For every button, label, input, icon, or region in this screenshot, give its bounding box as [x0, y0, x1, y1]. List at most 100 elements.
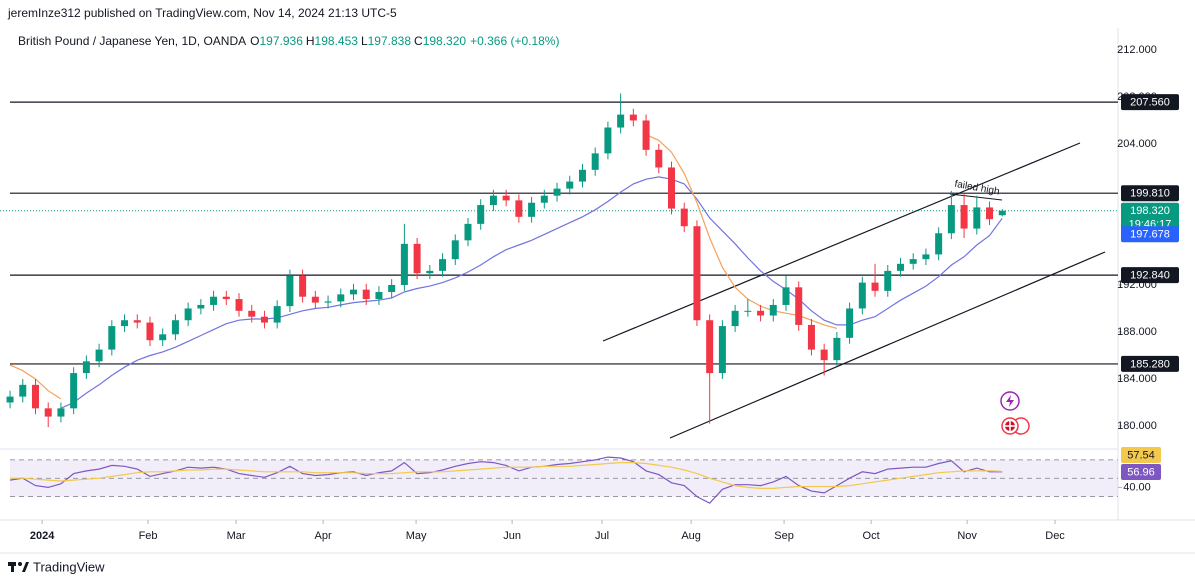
logo-part	[22, 562, 29, 572]
candle-body	[947, 205, 955, 234]
candle-body	[133, 320, 141, 323]
candle-body	[604, 127, 612, 154]
x-tick-label: Jun	[503, 530, 521, 542]
candle-body	[655, 149, 663, 168]
candle-body	[388, 284, 396, 293]
rsi-value-label: 57.54	[1127, 449, 1155, 461]
candle-body	[95, 349, 103, 362]
y-tick-label: 184.000	[1117, 373, 1157, 385]
candle-body	[375, 292, 383, 300]
candle-body	[858, 282, 866, 309]
change: +0.366 (+0.18%)	[470, 34, 559, 48]
level-label-box	[1121, 355, 1179, 372]
y-tick-label: 204.000	[1117, 138, 1157, 150]
brand-logo	[8, 562, 29, 572]
x-tick-label: Jul	[595, 530, 609, 542]
candle-body	[439, 259, 447, 271]
rsi-value-label: 56.96	[1127, 466, 1155, 478]
logo-part	[18, 562, 22, 566]
ohlc-key: H	[306, 34, 315, 48]
candle-body	[159, 334, 167, 341]
candle-body	[973, 207, 981, 229]
candle-body	[489, 195, 497, 206]
candle-body	[146, 322, 154, 341]
candle-body	[82, 361, 90, 374]
candle-body	[896, 263, 904, 271]
candle-body	[273, 306, 281, 323]
candle-body	[706, 320, 714, 374]
logo-part	[11, 562, 14, 572]
publisher: jeremInze312 published on TradingView.co…	[7, 6, 397, 20]
ohlc-key: C	[414, 34, 423, 48]
x-tick-label: Nov	[957, 530, 977, 542]
ma-label-box	[1121, 226, 1179, 243]
event-icons	[1000, 391, 1030, 435]
candle-body	[350, 289, 358, 295]
candle-body	[757, 310, 765, 316]
x-tick-label: Apr	[315, 530, 332, 542]
candle-body	[782, 287, 790, 305]
level-label: 207.560	[1130, 97, 1170, 109]
level-label: 185.280	[1130, 358, 1170, 370]
candle-body	[413, 243, 421, 274]
candle-body	[884, 270, 892, 291]
symbol-line: British Pound / Japanese Yen, 1D, OANDA O…	[18, 34, 559, 48]
candle-body	[477, 205, 485, 224]
x-tick-label: Mar	[227, 530, 246, 542]
candle-body	[44, 408, 52, 417]
failed-high-line	[949, 193, 1003, 201]
candle-body	[222, 296, 230, 300]
candle-body	[540, 195, 548, 203]
candle-body	[642, 120, 650, 150]
level-label-box	[1121, 94, 1179, 111]
candle-body	[871, 282, 879, 291]
last-price-label: 198.320	[1130, 205, 1170, 217]
candle-body	[617, 114, 625, 128]
candle-body	[553, 188, 561, 196]
ohlc-value: 197.838	[368, 34, 412, 48]
candle-body	[795, 287, 803, 325]
candle-body	[960, 205, 968, 229]
candle-body	[31, 384, 39, 409]
channel-lower	[669, 251, 1106, 439]
candle-body	[299, 275, 307, 297]
candle-body	[19, 384, 27, 397]
candle-body	[566, 181, 574, 189]
x-tick-label: Aug	[681, 530, 701, 542]
candle-body	[362, 289, 370, 300]
candle-body	[998, 210, 1006, 216]
candle-body	[718, 326, 726, 374]
rsi-line	[10, 462, 1003, 489]
candle-body	[515, 200, 523, 217]
candle-body	[502, 195, 510, 201]
candle-body	[57, 408, 65, 417]
symbol: British Pound / Japanese Yen, 1D, OANDA	[18, 34, 246, 48]
rsi-y-tick-label: 40.00	[1123, 481, 1151, 493]
candle-body	[6, 396, 14, 403]
rsi-value-box	[1121, 464, 1161, 480]
x-tick-label: 2024	[30, 530, 55, 542]
x-tick-label: Oct	[863, 530, 880, 542]
event-bolt	[1006, 395, 1014, 407]
candle-body	[70, 373, 78, 409]
candle-body	[324, 301, 332, 303]
candle-body	[121, 320, 129, 327]
candle-body	[807, 324, 815, 350]
candle-body	[909, 259, 917, 264]
candle-body	[820, 349, 828, 361]
candle-body	[400, 243, 408, 285]
candle-body	[528, 202, 536, 217]
y-tick-label: 180.000	[1117, 420, 1157, 432]
ohlc-value: 197.936	[259, 34, 303, 48]
y-tick-label: 212.000	[1117, 44, 1157, 56]
ohlc-value: 198.453	[315, 34, 359, 48]
candle-body	[197, 304, 205, 309]
event-flag-cross	[1005, 421, 1015, 431]
candle-body	[744, 310, 752, 312]
rsi-value-box	[1121, 447, 1161, 463]
ma-label: 197.678	[1130, 229, 1170, 241]
ohlc-key: O	[250, 34, 259, 48]
level-label-box	[1121, 185, 1179, 202]
